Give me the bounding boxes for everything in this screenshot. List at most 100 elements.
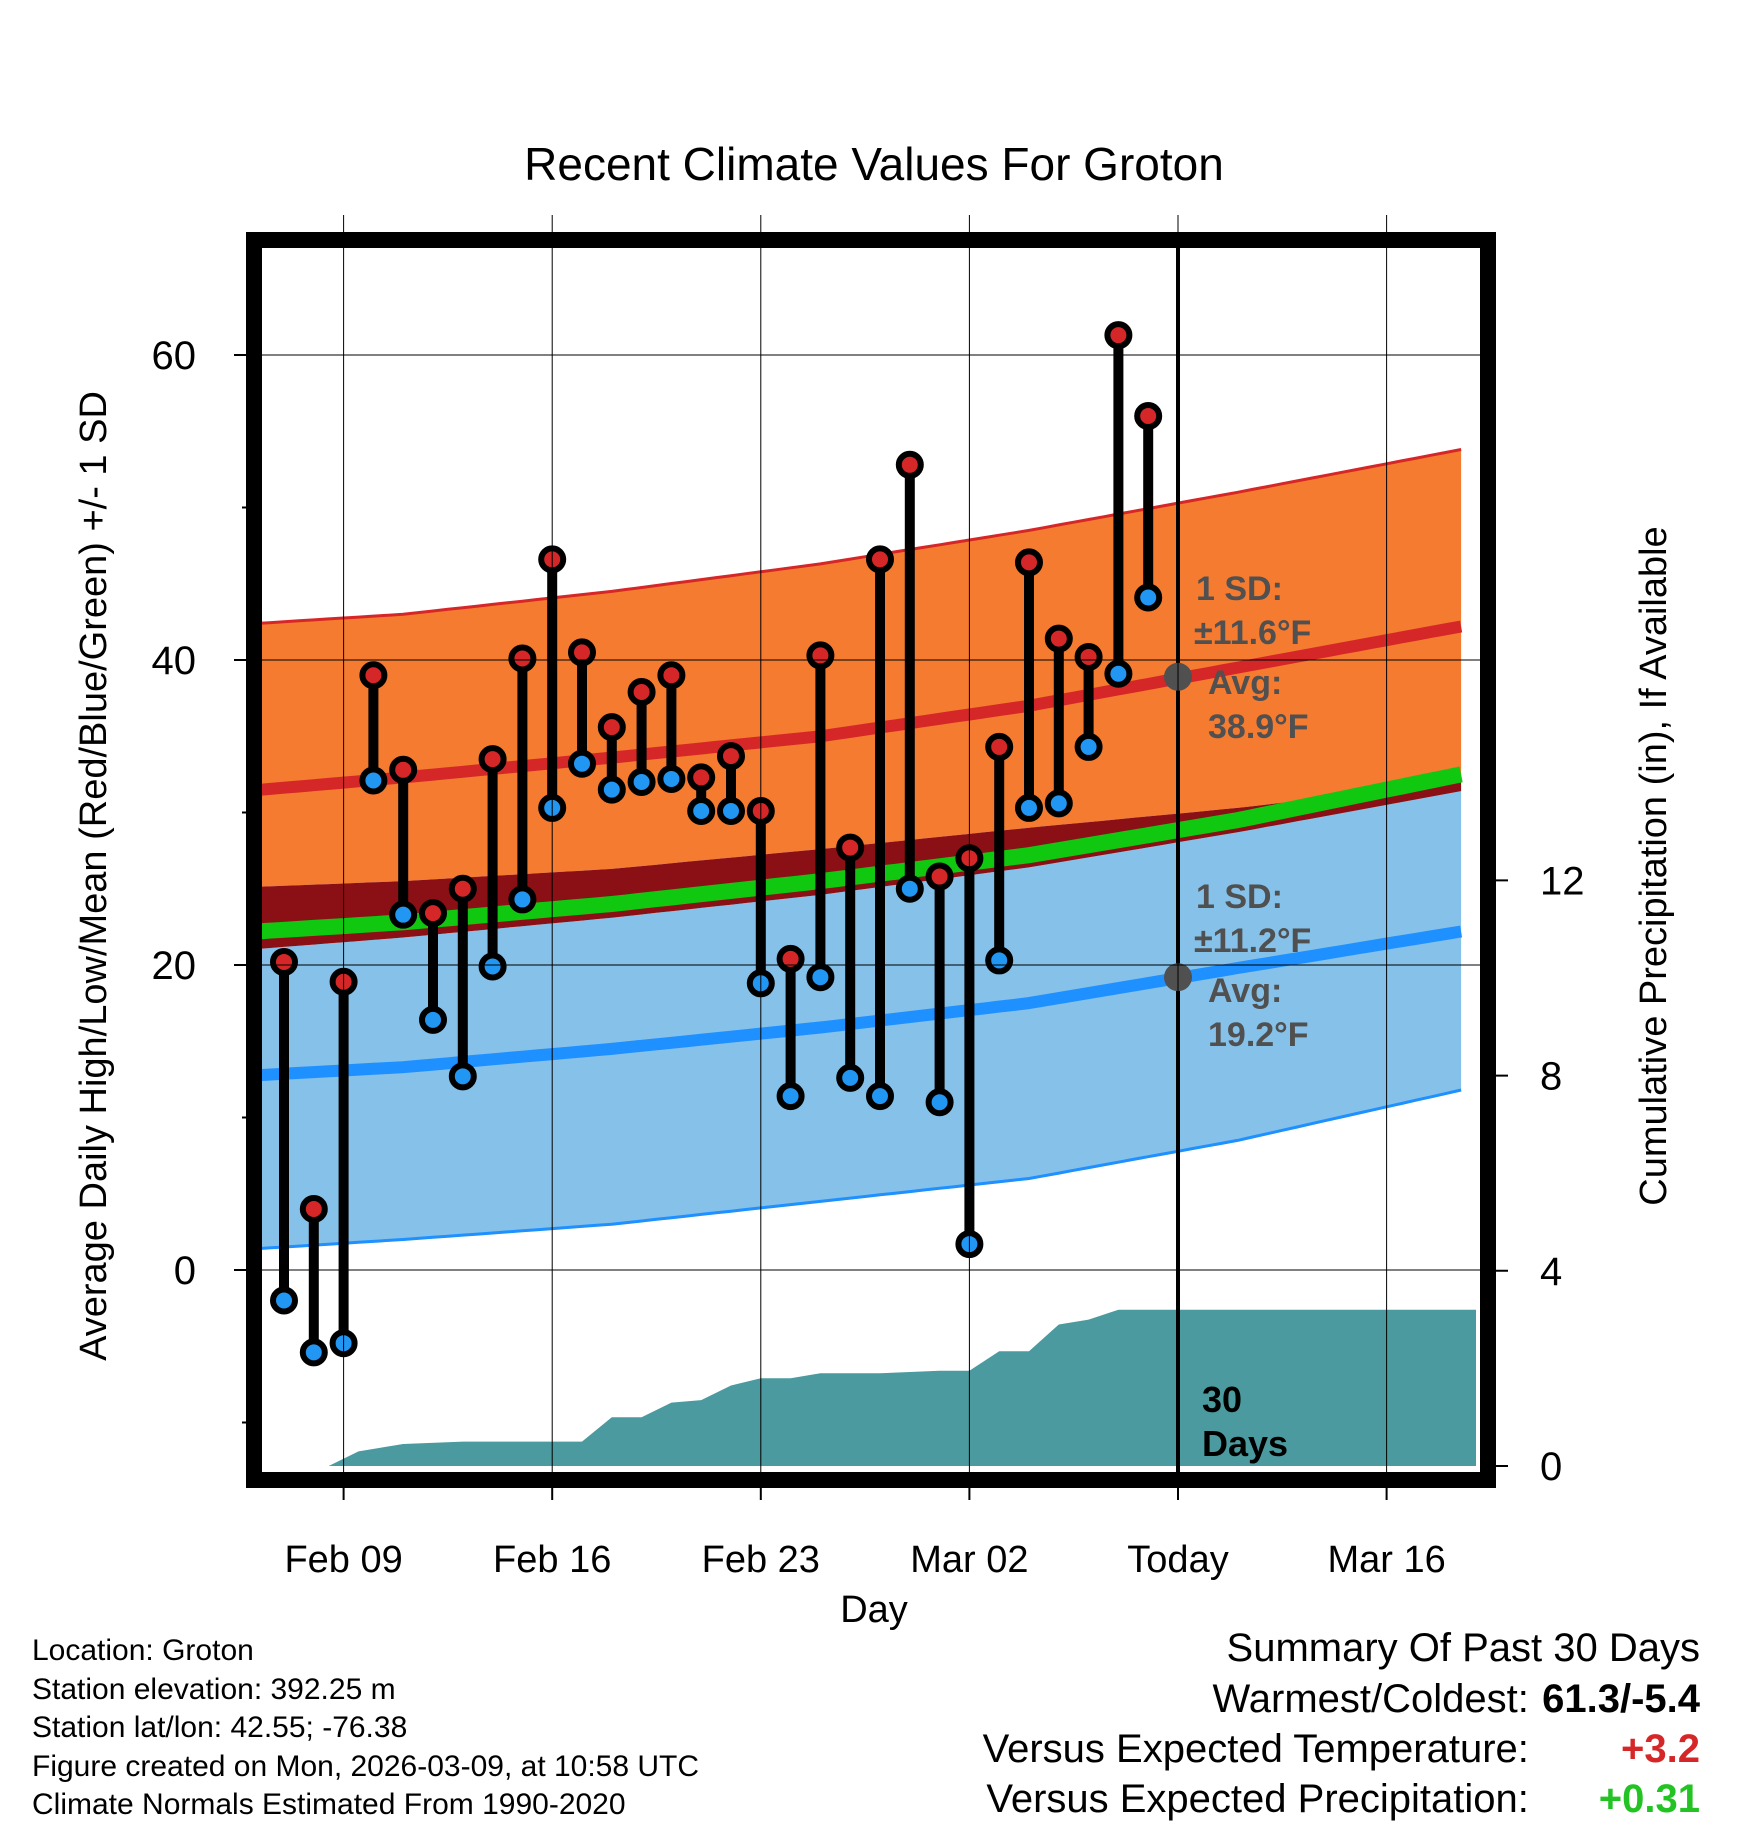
low-temp-point bbox=[1015, 793, 1043, 822]
high-upper-line bbox=[262, 448, 1462, 625]
low-temp-point bbox=[389, 900, 418, 929]
high-temp-point bbox=[866, 545, 894, 574]
low-lower-line bbox=[262, 1088, 1462, 1250]
x-axis-label: Day bbox=[840, 1589, 908, 1631]
high-temp-point bbox=[1134, 402, 1163, 430]
high-annotation: 1 SD: ±11.6°F Avg: 38.9°F bbox=[1194, 570, 1311, 746]
high-temp-point bbox=[448, 874, 477, 903]
low-temp-point bbox=[836, 1063, 865, 1092]
precip-label: Versus Expected Precipitation: bbox=[986, 1777, 1529, 1821]
y-tick-label: 20 bbox=[152, 944, 197, 988]
high-temp-point bbox=[895, 450, 924, 479]
high-temp-point bbox=[657, 661, 686, 690]
x-tick-label: Feb 09 bbox=[284, 1539, 402, 1581]
info-elevation: Station elevation: 392.25 m bbox=[32, 1672, 396, 1706]
low-temp-point bbox=[359, 766, 388, 795]
high-mean-line bbox=[262, 620, 1463, 796]
y-axis-label: Average Daily High/Low/Mean (Red/Blue/Gr… bbox=[73, 391, 115, 1361]
low-sd-value: ±11.2°F bbox=[1194, 922, 1311, 960]
summary-precip-row: Versus Expected Precipitation: +0.31 bbox=[983, 1774, 1700, 1824]
low-temp-point bbox=[1044, 789, 1073, 818]
high-temp-point bbox=[1074, 642, 1103, 671]
temp-label: Versus Expected Temperature: bbox=[982, 1727, 1529, 1771]
info-latlon: Station lat/lon: 42.55; -76.38 bbox=[32, 1711, 408, 1744]
low-temp-point bbox=[1074, 732, 1103, 761]
y2-axis-label: Cumulative Precipitation (in), If Availa… bbox=[1633, 526, 1675, 1205]
low-temp-point bbox=[1134, 583, 1163, 612]
low-temp-point bbox=[985, 946, 1014, 975]
high-temp-point bbox=[717, 742, 745, 771]
warmest-value: 61.3/-5.4 bbox=[1542, 1677, 1700, 1721]
high-avg-label: Avg: bbox=[1208, 664, 1282, 702]
chart-title: Recent Climate Values For Groton bbox=[524, 138, 1224, 190]
high-temp-point bbox=[985, 732, 1014, 761]
low-sd-label: 1 SD: bbox=[1196, 878, 1283, 916]
info-location: Location: Groton bbox=[32, 1634, 254, 1667]
low-temp-point bbox=[866, 1082, 894, 1111]
y2-tick-label: 8 bbox=[1540, 1055, 1562, 1099]
summary-warmest-row: Warmest/Coldest: 61.3/-5.4 bbox=[983, 1674, 1701, 1724]
summary-title: Summary Of Past 30 Days bbox=[1226, 1626, 1700, 1670]
info-normals: Climate Normals Estimated From 1990-2020 bbox=[32, 1788, 626, 1821]
y-tick-label: 40 bbox=[152, 639, 197, 683]
summary-panel: Summary Of Past 30 Days Warmest/Coldest:… bbox=[983, 1622, 1700, 1824]
low-temp-point bbox=[568, 749, 596, 778]
low-temp-point bbox=[895, 874, 924, 903]
high-temp-point bbox=[1104, 321, 1133, 350]
high-temp-point bbox=[270, 947, 298, 976]
low-temp-point bbox=[776, 1082, 805, 1111]
high-temp-point bbox=[925, 862, 954, 891]
high-temp-point bbox=[389, 755, 418, 784]
info-created: Figure created on Mon, 2026-03-09, at 10… bbox=[32, 1749, 700, 1783]
high-temp-point bbox=[627, 678, 656, 707]
y2-tick-label: 0 bbox=[1540, 1445, 1562, 1489]
high-temp-point bbox=[299, 1195, 328, 1223]
precip-area bbox=[328, 1309, 1477, 1466]
x-tick-label: Feb 16 bbox=[493, 1539, 611, 1581]
high-temp-point bbox=[806, 641, 835, 670]
high-temp-point bbox=[419, 899, 447, 928]
plot-content bbox=[262, 248, 1477, 1472]
high-temp-point bbox=[1015, 548, 1043, 577]
x-tick-label: Mar 02 bbox=[910, 1539, 1028, 1581]
low-temp-point bbox=[657, 764, 686, 793]
y-tick-label: 0 bbox=[174, 1249, 196, 1293]
low-mean-line bbox=[262, 925, 1463, 1081]
low-temp-point bbox=[687, 796, 716, 825]
y-tick-label: 60 bbox=[152, 334, 197, 378]
low-temp-point bbox=[717, 796, 745, 825]
summary-temp-row: Versus Expected Temperature: +3.2 bbox=[983, 1724, 1700, 1774]
low-temp-point bbox=[270, 1286, 298, 1315]
mean-line bbox=[262, 766, 1463, 940]
y2-tick-label: 4 bbox=[1540, 1250, 1562, 1294]
temp-value: +3.2 bbox=[1621, 1727, 1700, 1771]
low-temp-point bbox=[806, 963, 835, 992]
x-tick-label: Today bbox=[1127, 1539, 1228, 1581]
low-temp-point bbox=[597, 775, 626, 804]
gridlines bbox=[262, 215, 1480, 1472]
high-temp-point bbox=[836, 833, 865, 862]
low-temp-point bbox=[508, 885, 537, 914]
high-temp-point bbox=[776, 944, 805, 973]
high-temp-point bbox=[508, 644, 537, 673]
low-annotation: 1 SD: ±11.2°F Avg: 19.2°F bbox=[1194, 878, 1311, 1054]
low-avg-value: 19.2°F bbox=[1208, 1016, 1309, 1054]
y2-tick-label: 12 bbox=[1540, 859, 1585, 903]
high-temp-point bbox=[478, 745, 507, 774]
high-temp-point bbox=[687, 763, 716, 792]
low-temp-point bbox=[627, 768, 656, 796]
high-avg-value: 38.9°F bbox=[1208, 708, 1309, 746]
low-temp-point bbox=[299, 1338, 328, 1367]
low-avg-label: Avg: bbox=[1208, 972, 1282, 1010]
high-temp-point bbox=[597, 713, 626, 742]
high-temp-point bbox=[359, 661, 388, 690]
high-temp-point bbox=[568, 638, 596, 667]
high-temp-point bbox=[1044, 624, 1073, 653]
high-sd-value: ±11.6°F bbox=[1194, 614, 1311, 652]
high-sd-band bbox=[262, 449, 1462, 887]
low-temp-point bbox=[419, 1005, 447, 1034]
low-temp-point bbox=[448, 1062, 477, 1091]
station-info: Location: Groton Station elevation: 392.… bbox=[32, 1632, 699, 1825]
precip-value: +0.31 bbox=[1598, 1777, 1700, 1821]
